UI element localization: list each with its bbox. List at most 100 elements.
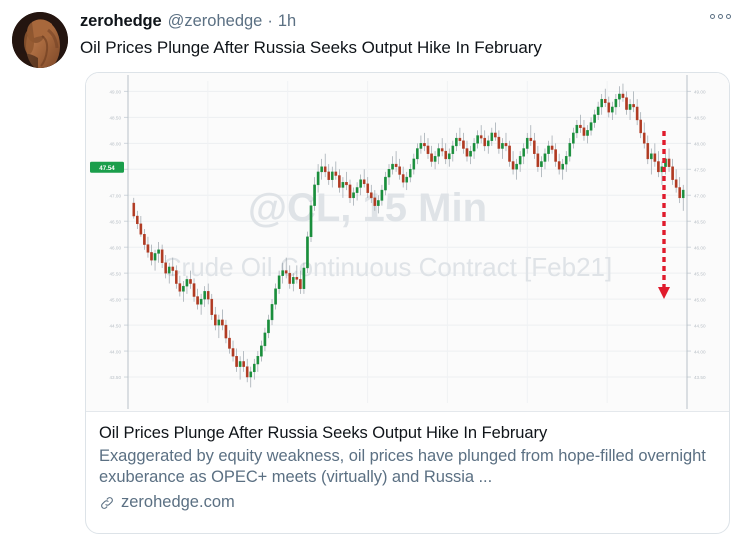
candle-body [245, 366, 249, 378]
candle-body [486, 140, 490, 147]
price-badge-text: 47.54 [99, 165, 115, 172]
candle-body [221, 319, 224, 326]
candle-body [387, 169, 391, 178]
right-axis-label: 48.50 [694, 116, 706, 121]
candle-body [483, 137, 487, 147]
candle-body [306, 236, 309, 269]
candle-body [423, 143, 426, 147]
candle-body [203, 291, 206, 300]
candle-body [320, 166, 323, 173]
timestamp[interactable]: 1h [277, 12, 297, 30]
candle-body [359, 179, 362, 188]
candle-body [256, 356, 260, 365]
left-axis-label: 47.00 [110, 193, 122, 198]
candle-body [518, 156, 522, 165]
candle-body [625, 97, 628, 110]
candle-body [543, 153, 547, 162]
candle-body [533, 140, 536, 154]
candle-body [674, 179, 678, 188]
candle-body [210, 298, 214, 315]
candle-body [561, 163, 565, 170]
right-axis-label: 44.50 [694, 323, 706, 328]
candle-body [355, 187, 359, 193]
candle-body [650, 153, 653, 160]
candle-body [146, 244, 150, 253]
plunge-arrow-head [658, 287, 670, 299]
candle-body [341, 182, 345, 188]
candle-body [568, 143, 572, 157]
left-axis-label: 45.50 [110, 271, 122, 276]
candle-body [646, 143, 650, 160]
candle-body [458, 137, 462, 141]
candle-body [299, 279, 302, 289]
candle-body [416, 148, 419, 160]
candle-body [408, 169, 412, 178]
candle-body [596, 106, 600, 115]
candle-body [373, 197, 377, 206]
candle-body [274, 288, 277, 305]
candle-body [352, 192, 355, 199]
candle-body [175, 270, 178, 284]
candle-body [557, 161, 561, 170]
price-badge-bg [90, 161, 124, 173]
avatar[interactable] [12, 12, 68, 68]
candle-body [657, 161, 660, 173]
right-axis-label: 46.00 [694, 245, 706, 250]
candle-body [550, 145, 554, 150]
candle-body [323, 166, 327, 173]
candle-body [515, 163, 518, 170]
avatar-image [12, 12, 68, 68]
candle-body [260, 345, 263, 357]
candle-body [267, 319, 270, 334]
candle-body [529, 137, 533, 141]
candle-body [157, 249, 160, 254]
candle-body [642, 132, 646, 144]
candle-body [316, 171, 320, 186]
candle-body [167, 266, 171, 274]
left-axis-label: 44.50 [110, 323, 122, 328]
candle-body [398, 166, 401, 175]
right-axis-label: 46.50 [694, 219, 706, 224]
candle-series [132, 83, 685, 388]
link-preview-card[interactable]: 49.0049.0048.5048.5048.0048.0047.5047.50… [85, 72, 730, 534]
candle-body [366, 183, 370, 193]
card-chart-image[interactable]: 49.0049.0048.5048.5048.0048.0047.5047.50… [86, 73, 729, 412]
candle-body [444, 150, 448, 160]
candle-body [284, 270, 288, 274]
candle-body [412, 158, 416, 170]
candle-body [639, 119, 642, 134]
candle-body [206, 291, 210, 300]
more-dot-2 [718, 14, 723, 19]
candle-body [217, 319, 221, 326]
candle-body [277, 275, 281, 289]
candle-body [586, 130, 589, 136]
candle-body [462, 140, 465, 149]
user-handle[interactable]: @zerohedge [167, 12, 263, 30]
candle-body [302, 267, 306, 289]
candle-body [678, 187, 681, 199]
candle-body [235, 356, 238, 367]
candle-body [252, 363, 256, 373]
candle-body [575, 124, 579, 134]
candle-body [334, 171, 338, 176]
candle-body [288, 272, 292, 284]
candle-body [150, 252, 153, 261]
candle-body [437, 148, 440, 157]
candle-body [270, 304, 274, 321]
more-options-icon[interactable] [710, 14, 731, 19]
candle-body [504, 143, 508, 147]
candle-body [178, 283, 182, 292]
chart-watermark-subtitle: Crude Oil Continuous Contract [Feb21] [163, 252, 612, 282]
price-badge: 47.54 [90, 161, 124, 173]
display-name[interactable]: zerohedge [80, 12, 162, 30]
tweet-header: zerohedge @zerohedge · 1h Oil Prices Plu… [12, 10, 731, 68]
candle-body [611, 106, 614, 113]
candle-body [214, 314, 217, 326]
candle-body [295, 277, 299, 280]
candle-body [554, 149, 557, 162]
candle-body [401, 174, 405, 183]
candle-body [635, 106, 639, 121]
candle-body [497, 136, 501, 149]
candle-body [582, 127, 586, 136]
candle-body [171, 266, 175, 271]
